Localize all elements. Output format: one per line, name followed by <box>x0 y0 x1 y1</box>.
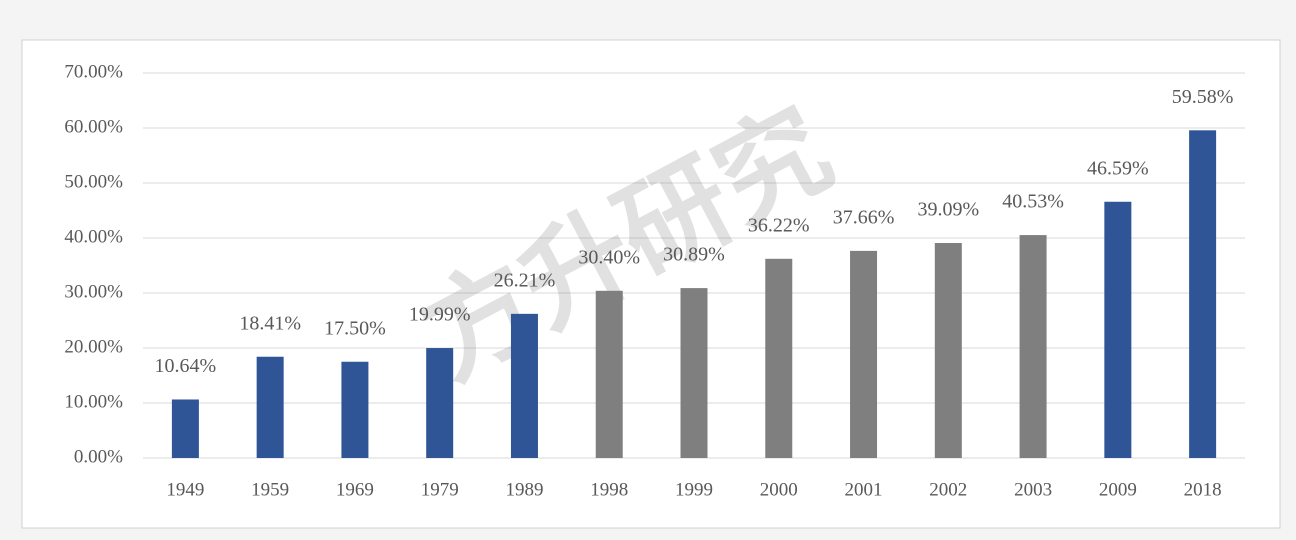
value-label: 17.50% <box>324 317 386 339</box>
value-label: 36.22% <box>748 214 810 236</box>
y-tick-label: 20.00% <box>64 336 123 357</box>
value-label: 30.89% <box>663 244 725 266</box>
bar <box>595 290 623 458</box>
x-tick-label: 1998 <box>590 479 628 500</box>
y-tick-label: 10.00% <box>64 391 123 412</box>
bar <box>171 399 199 458</box>
x-tick-label: 2009 <box>1099 479 1137 500</box>
y-tick-label: 30.00% <box>64 281 123 302</box>
bar <box>426 348 454 458</box>
value-label: 59.58% <box>1172 86 1234 108</box>
x-tick-label: 2001 <box>845 479 883 500</box>
x-tick-label: 1949 <box>166 479 204 500</box>
x-tick-label: 1959 <box>251 479 289 500</box>
chart-frame <box>21 39 1281 529</box>
x-tick-label: 2002 <box>929 479 967 500</box>
value-label: 30.40% <box>578 246 640 268</box>
x-tick-label: 2000 <box>760 479 798 500</box>
bar <box>1189 130 1217 458</box>
x-tick-label: 1989 <box>505 479 543 500</box>
bar <box>510 313 538 458</box>
y-tick-label: 60.00% <box>64 116 123 137</box>
bar <box>1104 201 1132 458</box>
value-label: 19.99% <box>409 304 471 326</box>
value-label: 46.59% <box>1087 157 1149 179</box>
value-label: 40.53% <box>1002 191 1064 213</box>
bar <box>680 288 708 458</box>
y-tick-label: 70.00% <box>64 61 123 82</box>
value-label: 10.64% <box>155 355 217 377</box>
bar <box>256 356 284 458</box>
x-tick-label: 2018 <box>1184 479 1222 500</box>
bar <box>1019 235 1047 458</box>
x-tick-label: 1969 <box>336 479 374 500</box>
value-label: 37.66% <box>833 206 895 228</box>
y-tick-label: 0.00% <box>74 446 123 467</box>
bar <box>341 361 369 458</box>
y-tick-label: 50.00% <box>64 171 123 192</box>
value-label: 18.41% <box>239 312 301 334</box>
value-label: 39.09% <box>917 199 979 221</box>
value-label: 26.21% <box>494 269 556 291</box>
bar <box>934 243 962 458</box>
bar <box>765 258 793 458</box>
x-tick-label: 2003 <box>1014 479 1052 500</box>
y-tick-label: 40.00% <box>64 226 123 247</box>
bar <box>850 250 878 458</box>
x-tick-label: 1979 <box>421 479 459 500</box>
x-tick-label: 1999 <box>675 479 713 500</box>
